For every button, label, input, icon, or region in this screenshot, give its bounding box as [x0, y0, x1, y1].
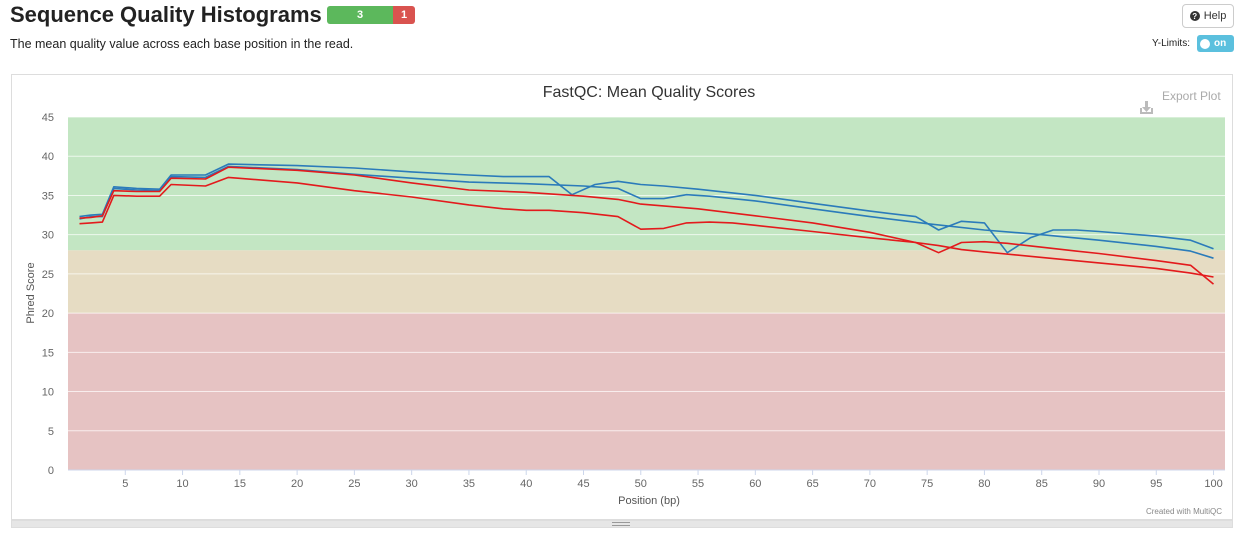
quality-chart: 0 5 10 15 20 25 30 35 40 45 5 10 15 20 25 30 35 40 45 50 55… — [25, 84, 1225, 516]
band-0 — [68, 117, 1225, 251]
status-fail-count[interactable]: 1 — [393, 6, 415, 24]
toggle-knob — [1200, 38, 1210, 49]
x-tick-80: 80 — [978, 478, 990, 490]
download-icon — [1140, 101, 1153, 114]
x-tick-85: 85 — [1036, 478, 1048, 490]
y-axis-label: Phred Score — [25, 262, 37, 323]
help-button[interactable]: ? Help — [1182, 4, 1234, 28]
series-lines — [79, 163, 1215, 285]
x-tick-75: 75 — [921, 478, 933, 490]
status-bar[interactable]: 3 1 — [327, 6, 415, 24]
toggle-label: on — [1214, 38, 1227, 49]
section-description: The mean quality value across each base … — [10, 37, 354, 51]
y-tick-25: 25 — [42, 269, 54, 281]
x-tick-5: 5 — [122, 478, 128, 490]
y-tick-labels: 0 5 10 15 20 25 30 35 40 45 — [42, 112, 54, 477]
x-tick-10: 10 — [176, 478, 188, 490]
help-label: Help — [1203, 10, 1227, 22]
ylimits-label: Y-Limits: — [1152, 38, 1190, 49]
chart-title: FastQC: Mean Quality Scores — [543, 84, 756, 101]
x-tick-100: 100 — [1204, 478, 1222, 490]
export-plot-label: Export Plot — [1162, 89, 1221, 103]
y-tick-5: 5 — [48, 426, 54, 438]
y-tick-40: 40 — [42, 151, 54, 163]
ylimits-toggle[interactable]: on — [1197, 35, 1234, 52]
quality-bands — [68, 117, 1225, 470]
credit-text: Created with MultiQC — [1146, 507, 1222, 516]
gridlines — [68, 116, 1225, 471]
x-tick-60: 60 — [749, 478, 761, 490]
y-tick-35: 35 — [42, 190, 54, 202]
x-tick-25: 25 — [348, 478, 360, 490]
series-line-1[interactable] — [79, 165, 1214, 259]
x-tick-20: 20 — [291, 478, 303, 490]
y-tick-10: 10 — [42, 387, 54, 399]
x-tick-65: 65 — [806, 478, 818, 490]
x-tick-35: 35 — [463, 478, 475, 490]
status-pass-count[interactable]: 3 — [327, 6, 393, 24]
series-line-0[interactable] — [79, 163, 1214, 254]
x-tick-55: 55 — [692, 478, 704, 490]
x-tick-95: 95 — [1150, 478, 1162, 490]
x-tick-50: 50 — [635, 478, 647, 490]
x-axis-label: Position (bp) — [618, 495, 680, 507]
x-tick-70: 70 — [864, 478, 876, 490]
section-title: Sequence Quality Histograms — [10, 2, 322, 27]
series-line-3[interactable] — [79, 176, 1215, 285]
band-1 — [68, 250, 1225, 314]
plot-container: 0 5 10 15 20 25 30 35 40 45 5 10 15 20 25 30 35 40 45 50 55… — [11, 74, 1233, 520]
x-tick-90: 90 — [1093, 478, 1105, 490]
x-tick-30: 30 — [406, 478, 418, 490]
plot-resize-handle[interactable] — [11, 520, 1233, 528]
series-line-2[interactable] — [79, 166, 1214, 278]
question-icon: ? — [1189, 11, 1200, 21]
y-tick-0: 0 — [48, 465, 54, 477]
y-tick-20: 20 — [42, 308, 54, 320]
x-tick-45: 45 — [577, 478, 589, 490]
y-tick-15: 15 — [42, 347, 54, 359]
y-tick-30: 30 — [42, 230, 54, 242]
x-tick-labels: 5 10 15 20 25 30 35 40 45 50 55 60 65 70 75 80 85 90 95 100 — [122, 470, 1223, 490]
export-plot-button[interactable]: Export Plot — [1140, 89, 1221, 114]
x-tick-15: 15 — [234, 478, 246, 490]
x-tick-40: 40 — [520, 478, 532, 490]
grip-icon — [612, 522, 630, 526]
y-tick-45: 45 — [42, 112, 54, 124]
